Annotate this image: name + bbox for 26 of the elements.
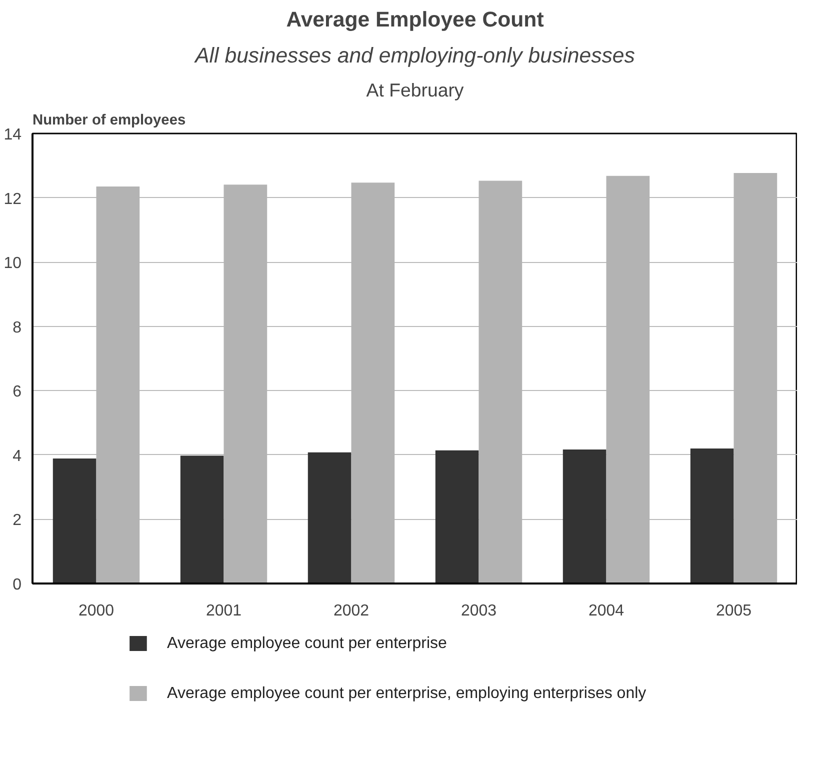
y-tick-label: 6	[12, 384, 22, 401]
x-tick-label: 2001	[206, 602, 242, 620]
y-tick-label: 4	[12, 448, 22, 465]
chart-subtitle: All businesses and employing-only businesses	[193, 44, 636, 68]
y-tick-label: 8	[12, 319, 22, 336]
y-tick-label: 14	[4, 126, 22, 144]
bar	[308, 452, 352, 584]
chart-title: Average Employee Count	[286, 8, 544, 32]
y-axis-title: Number of employees	[32, 112, 186, 128]
bar	[180, 456, 224, 584]
bar	[435, 450, 479, 584]
y-tick-label: 10	[4, 255, 22, 272]
text: At February	[366, 80, 464, 100]
x-tick-label: 2003	[460, 602, 497, 620]
bar	[690, 448, 734, 584]
legend-label: Average employee count per enterprise, employing enterprises only	[167, 685, 646, 702]
legend-label: Average employee count per enterprise	[167, 635, 448, 652]
y-tick-label: 2	[12, 512, 22, 530]
bar	[562, 449, 606, 584]
bar	[52, 458, 96, 584]
x-tick-label: 2005	[716, 602, 752, 620]
x-tick-label: 2004	[588, 602, 624, 620]
x-tick-label: 2000	[78, 602, 114, 620]
x-tick-label: 2002	[333, 602, 370, 620]
y-tick-label: 0	[12, 576, 22, 594]
y-tick-label: 12	[4, 190, 22, 208]
